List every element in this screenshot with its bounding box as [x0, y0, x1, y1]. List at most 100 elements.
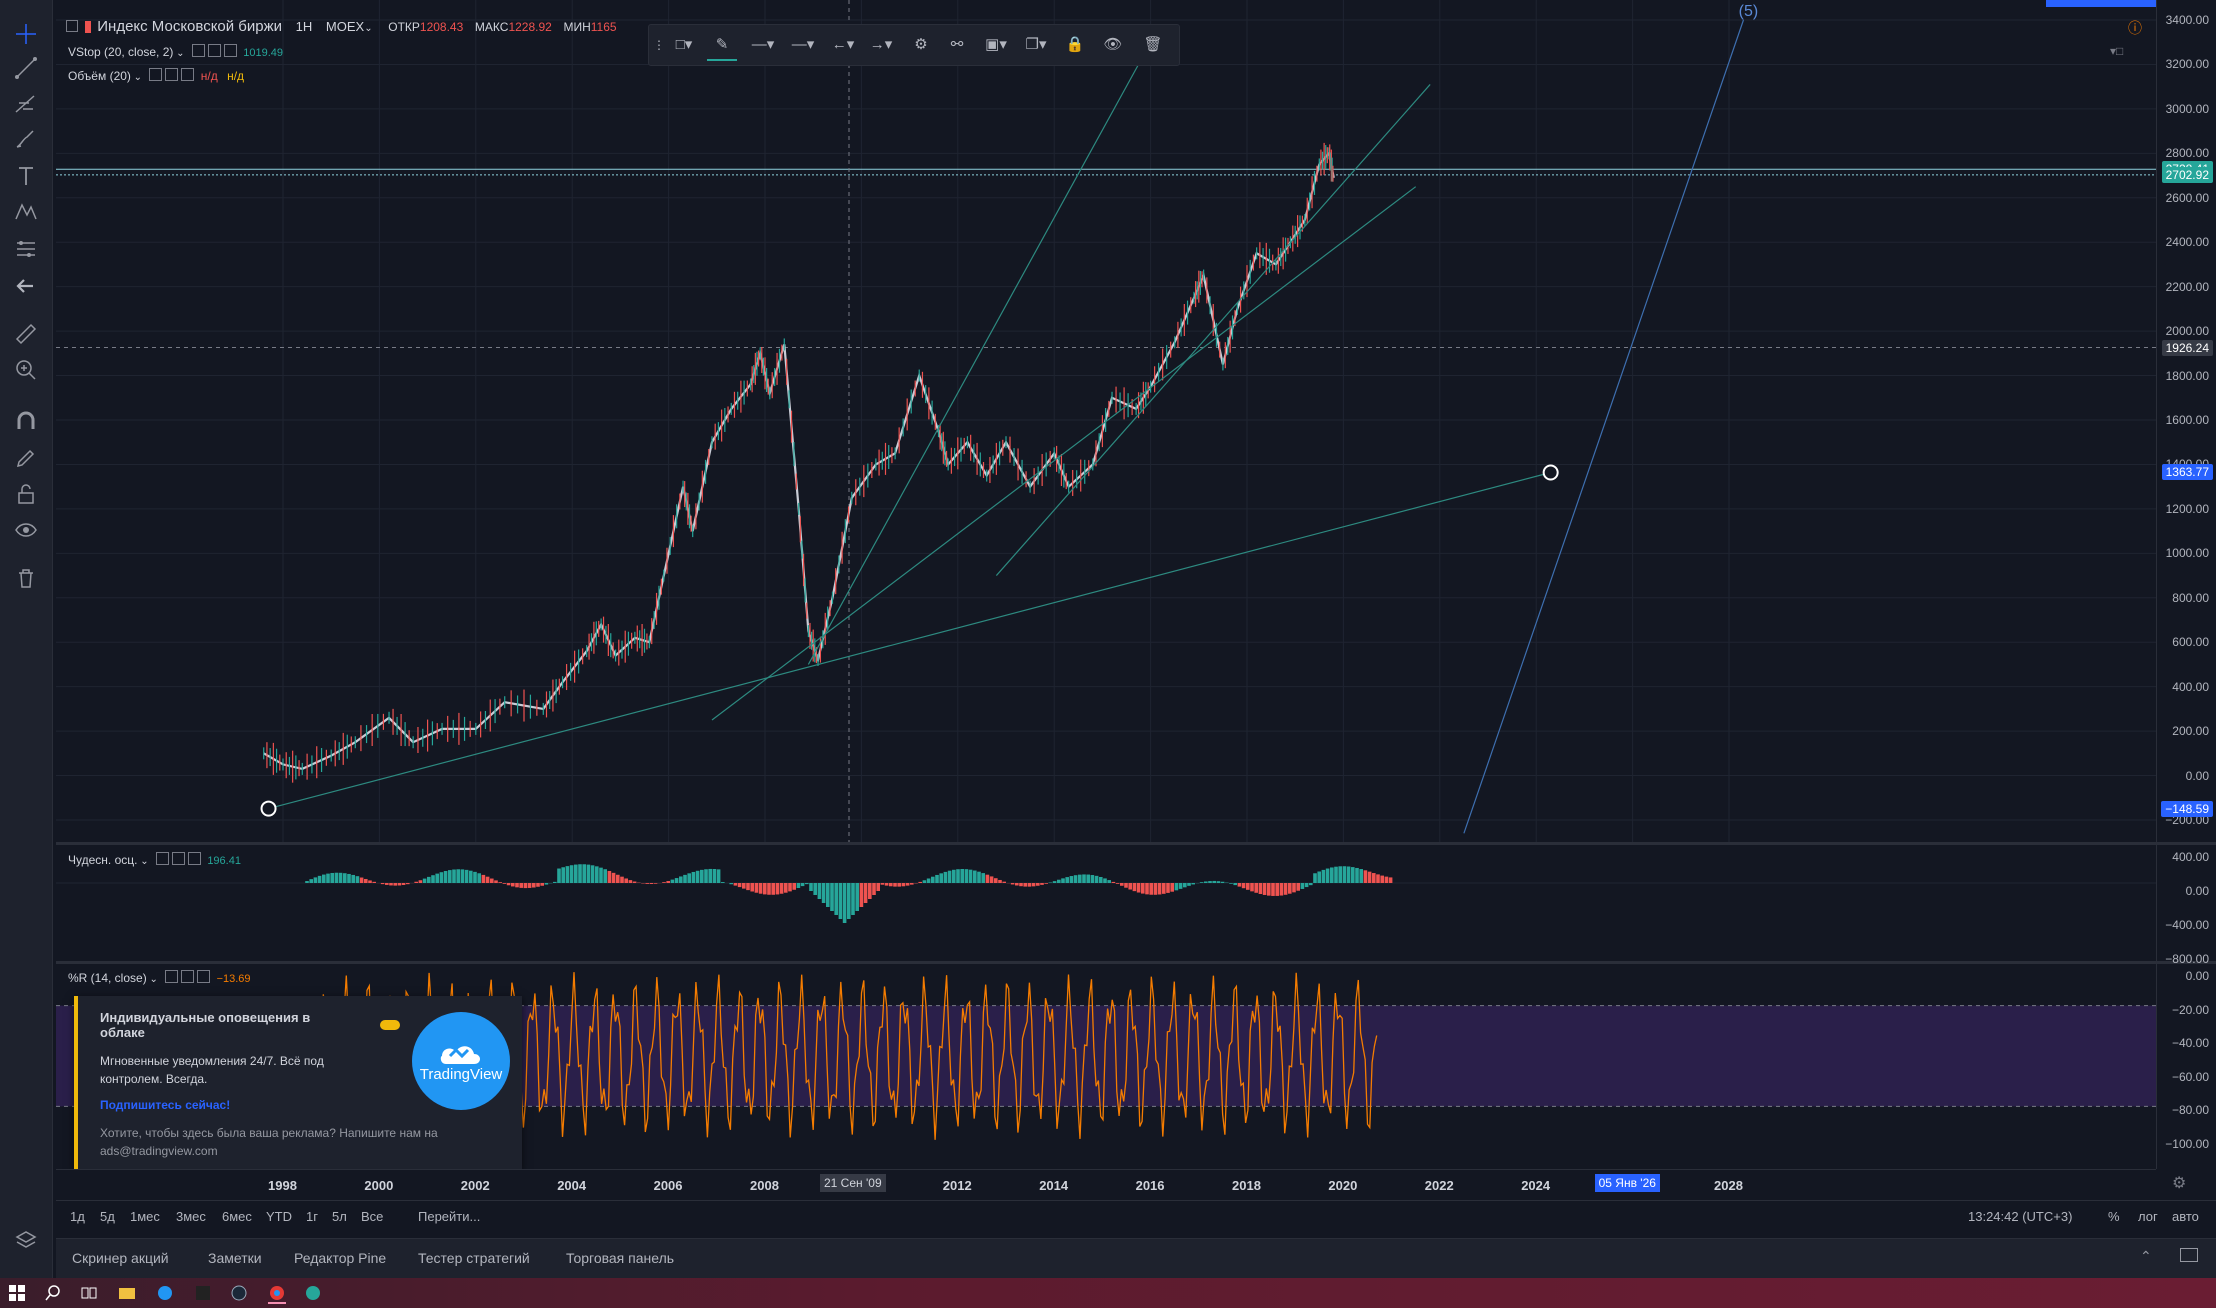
period-button[interactable]: 5д — [100, 1209, 115, 1224]
prediction-tool-icon[interactable] — [10, 232, 42, 264]
scale-option[interactable]: % — [2108, 1209, 2120, 1224]
eye-icon[interactable] — [10, 514, 42, 546]
awesome-oscillator-pane[interactable] — [56, 845, 2156, 961]
main-chart-pane[interactable]: (5) — [56, 0, 2156, 842]
warning-icon[interactable]: ⓘ — [2128, 20, 2142, 36]
magnet-icon[interactable] — [10, 406, 42, 438]
clock[interactable]: 13:24:42 (UTC+3) — [1968, 1209, 2073, 1224]
chrome-icon[interactable] — [268, 1284, 286, 1304]
volume-name[interactable]: Объём (20) — [68, 69, 131, 83]
tradingview-logo[interactable]: TradingView — [412, 1012, 510, 1110]
period-button[interactable]: Все — [361, 1209, 384, 1224]
volume-legend[interactable]: Объём (20) ⌄ н/д н/д — [68, 68, 244, 83]
zoom-icon[interactable] — [10, 354, 42, 386]
period-button[interactable]: YTD — [266, 1209, 292, 1224]
oscillator-bar — [599, 867, 603, 883]
steam-icon[interactable] — [230, 1284, 248, 1302]
browser-icon[interactable] — [156, 1284, 174, 1302]
osc-name[interactable]: Чудесн. осц. — [68, 853, 138, 867]
period-button[interactable]: 1г — [306, 1209, 318, 1224]
period-button[interactable]: 1д — [70, 1209, 85, 1224]
template-icon[interactable]: □▾ — [675, 36, 693, 53]
chart-settings-gear-icon[interactable]: ⚙ — [2172, 1175, 2187, 1192]
period-button[interactable]: 1мес — [130, 1209, 160, 1224]
app-icon[interactable] — [194, 1284, 212, 1302]
oscillator-bar — [1115, 883, 1120, 884]
scale-option[interactable]: авто — [2172, 1209, 2199, 1224]
time-axis[interactable]: 1998 2000 2002 2004 2006 2008 2012 2014 2016 2018… — [56, 1169, 2156, 1200]
price-chart-canvas[interactable]: (5) — [56, 0, 2156, 842]
bottom-tab[interactable]: Скринер акций — [72, 1250, 169, 1266]
chevron-down-icon[interactable]: ⌄ — [130, 72, 143, 83]
alert-icon[interactable]: ⚯ — [950, 36, 964, 53]
pattern-tool-icon[interactable] — [10, 196, 42, 228]
chevron-down-icon[interactable]: ⌄ — [146, 974, 158, 985]
time-tick: 2018 — [1232, 1178, 1261, 1193]
messenger-icon[interactable] — [304, 1284, 322, 1302]
price-axis[interactable]: 3400.00 3200.00 3000.00 2800.00 2600.00 2400.… — [2156, 0, 2216, 842]
brush-icon[interactable] — [10, 124, 42, 156]
delete-icon[interactable]: 🗑 — [1143, 36, 1163, 53]
pane-controls-icon[interactable]: ▾□ — [2110, 44, 2124, 58]
exchange[interactable]: MOEX — [325, 19, 365, 34]
right-end-icon[interactable]: →▾ — [869, 36, 893, 53]
bottom-tab[interactable]: Заметки — [208, 1250, 262, 1266]
chevron-down-icon[interactable]: ⌄ — [364, 23, 373, 34]
left-end-icon[interactable]: ←▾ — [831, 36, 855, 53]
interval[interactable]: 1Н — [295, 19, 313, 34]
wr-legend[interactable]: %R (14, close) ⌄ −13.69 — [68, 970, 251, 985]
search-icon[interactable] — [44, 1284, 62, 1302]
osc-axis[interactable]: 400.00 0.00 −400.00 −800.00 — [2156, 845, 2216, 966]
ruler-icon[interactable] — [10, 318, 42, 350]
bottom-tab[interactable]: Торговая панель — [566, 1250, 675, 1266]
trend-line-icon[interactable] — [10, 52, 42, 84]
line-style-icon[interactable]: —▾ — [791, 36, 815, 53]
collapse-icon[interactable] — [66, 20, 78, 32]
wr-name[interactable]: %R (14, close) — [68, 971, 147, 985]
fib-tool-icon[interactable] — [10, 88, 42, 120]
file-explorer-icon[interactable] — [118, 1284, 136, 1302]
bottom-tab[interactable]: Тестер стратегий — [418, 1250, 530, 1266]
crosshair-icon[interactable] — [10, 18, 42, 50]
task-view-icon[interactable] — [80, 1284, 98, 1302]
clone-icon[interactable]: ❐▾ — [1025, 36, 1047, 53]
vstop-legend[interactable]: VStop (20, close, 2) ⌄ 1019.49 — [68, 44, 283, 59]
ad-footer[interactable]: Хотите, чтобы здесь была ваша реклама? Н… — [100, 1126, 438, 1158]
pane-separator[interactable] — [56, 961, 2216, 964]
scale-option[interactable]: лог — [2138, 1209, 2158, 1224]
maximize-panel-icon[interactable] — [2180, 1248, 2198, 1262]
chevron-down-icon[interactable]: ⌄ — [173, 48, 185, 59]
period-button[interactable]: 3мес — [176, 1209, 206, 1224]
period-button[interactable]: 5л — [332, 1209, 347, 1224]
collapse-panel-icon[interactable]: ⌃ — [2140, 1248, 2152, 1264]
wr-axis[interactable]: 0.00 −20.00 −40.00 −60.00 −80.00 −100.00 — [2156, 964, 2216, 1169]
indicator-controls[interactable] — [165, 970, 213, 985]
osc-legend[interactable]: Чудесн. осц. ⌄ 196.41 — [68, 852, 241, 867]
line-width-icon[interactable]: —▾ — [751, 36, 775, 53]
lock-icon[interactable]: 🔒 — [1065, 36, 1085, 53]
chevron-down-icon[interactable]: ⌄ — [137, 856, 149, 867]
vstop-name[interactable]: VStop (20, close, 2) — [68, 45, 174, 59]
symbol-name[interactable]: Индекс Московской биржи — [97, 18, 283, 35]
object-tree-icon[interactable] — [10, 1224, 42, 1256]
drag-handle-icon[interactable]: ⋮ — [653, 38, 665, 52]
oscillator-canvas[interactable] — [56, 845, 2156, 961]
windows-start-icon[interactable] — [8, 1284, 26, 1302]
back-arrow-icon[interactable] — [10, 270, 42, 302]
stay-in-drawing-icon[interactable] — [10, 442, 42, 474]
settings-gear-icon[interactable]: ⚙ — [914, 36, 928, 53]
period-button[interactable]: 6мес — [222, 1209, 252, 1224]
goto-date-button[interactable]: Перейти... — [418, 1209, 481, 1224]
ad-subscribe-link[interactable]: Подпишитесь сейчас! — [100, 1098, 231, 1112]
visual-order-icon[interactable]: ▣▾ — [985, 36, 1007, 53]
indicator-controls[interactable] — [155, 852, 204, 867]
indicator-controls[interactable] — [191, 44, 240, 59]
line-color-icon[interactable]: ✎ — [707, 31, 737, 61]
indicator-controls[interactable] — [149, 68, 197, 83]
pane-separator[interactable] — [56, 842, 2216, 845]
lock-icon[interactable] — [10, 478, 42, 510]
text-tool-icon[interactable] — [10, 160, 42, 192]
visibility-eye-icon[interactable]: 👁 — [1103, 36, 1123, 53]
bottom-tab[interactable]: Редактор Pine — [294, 1250, 387, 1266]
trash-icon[interactable] — [10, 562, 42, 594]
